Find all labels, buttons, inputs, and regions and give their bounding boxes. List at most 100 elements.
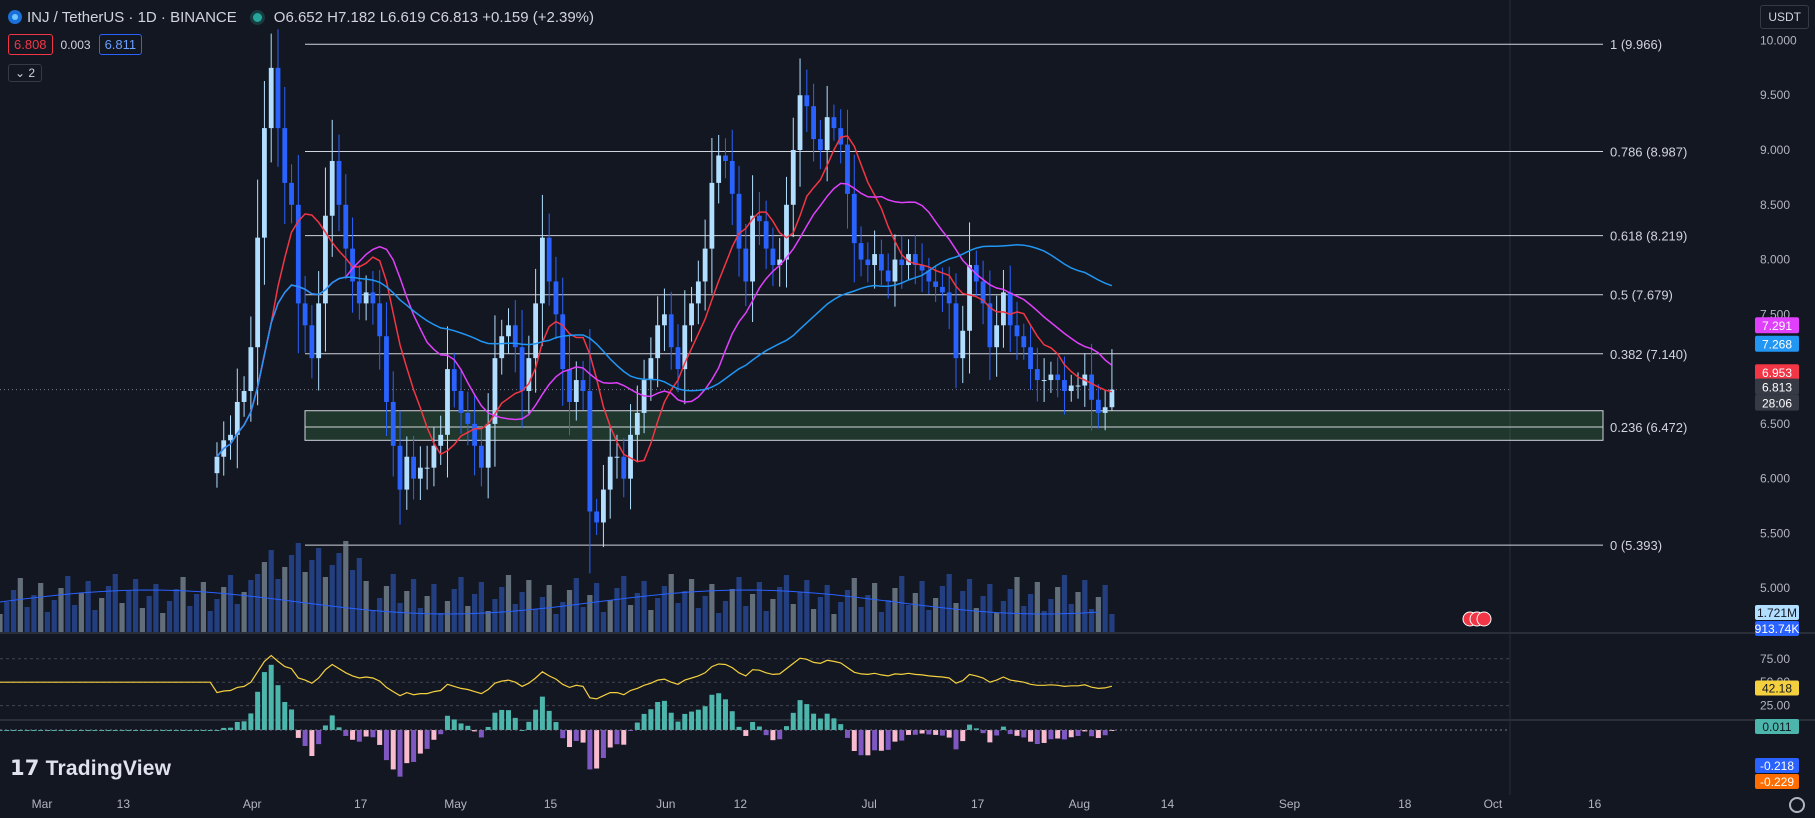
- macd-bar: [878, 730, 884, 751]
- volume-bar: [946, 574, 952, 632]
- macd-bar: [560, 730, 566, 739]
- moving-average-line: [216, 244, 1113, 458]
- candle-body: [478, 445, 484, 468]
- candle-body: [702, 248, 708, 282]
- candle-body: [519, 347, 525, 392]
- volume-bar: [444, 601, 451, 632]
- candle-body: [458, 391, 464, 413]
- volume-bar: [933, 598, 939, 632]
- price-label-text: 6.953: [1762, 366, 1792, 380]
- price-axis-tick: 6.500: [1760, 417, 1790, 431]
- volume-bar: [431, 584, 437, 632]
- macd-bar: [377, 730, 383, 745]
- volume-bar: [146, 596, 152, 632]
- volume-bar: [566, 590, 573, 632]
- volume-bar: [729, 589, 735, 632]
- macd-bar: [770, 730, 776, 741]
- candle-body: [316, 303, 322, 359]
- candle-body: [912, 254, 918, 266]
- volume-bar: [709, 584, 715, 632]
- indicator-value-badge: [1755, 774, 1799, 789]
- price-axis-tick: 10.000: [1760, 33, 1797, 47]
- candle-body: [655, 325, 661, 359]
- macd-bar: [478, 730, 484, 738]
- volume-bar: [1075, 592, 1081, 632]
- candle-body: [275, 67, 281, 129]
- time-axis-tick: Oct: [1484, 797, 1503, 811]
- candle-body: [553, 281, 559, 315]
- macd-bar: [1061, 730, 1067, 740]
- candle-body: [953, 303, 959, 359]
- macd-bar: [587, 730, 593, 770]
- volume-bar: [919, 581, 925, 632]
- macd-bar: [899, 730, 905, 741]
- candle-body: [1095, 399, 1101, 413]
- volume-bar: [1088, 609, 1095, 632]
- candle-body: [919, 265, 925, 271]
- volume-bar: [288, 555, 295, 632]
- gear-icon[interactable]: [1789, 797, 1805, 813]
- candle-body: [817, 139, 823, 151]
- macd-bar: [906, 730, 912, 735]
- candle-body: [784, 204, 789, 260]
- macd-bar: [1068, 730, 1074, 738]
- indicators-collapse-button[interactable]: ⌄ 2: [8, 64, 43, 82]
- volume-bar: [512, 604, 518, 632]
- time-axis-tick: May: [444, 797, 467, 811]
- volume-bar: [634, 593, 640, 632]
- candle-body: [573, 380, 579, 402]
- macd-bar: [44, 730, 50, 731]
- volume-bar: [912, 593, 918, 632]
- candle-body: [302, 303, 308, 326]
- time-axis-tick: Jun: [656, 797, 675, 811]
- candle-body: [689, 303, 694, 326]
- tradingview-logo[interactable]: 𝟭𝟳 TradingView: [10, 756, 171, 781]
- symbol-title[interactable]: INJ / TetherUS · 1D · BINANCE: [27, 8, 237, 26]
- indicator-value-badge: [1755, 621, 1799, 636]
- price-label-badge: [1755, 317, 1799, 334]
- indicator-value-badge: [1755, 680, 1799, 696]
- candle-body: [831, 117, 837, 129]
- macd-bar: [24, 730, 30, 731]
- macd-bar: [1014, 730, 1020, 736]
- volume-bar: [200, 582, 206, 632]
- volume-bar: [614, 588, 620, 632]
- currency-button[interactable]: USDT: [1760, 5, 1809, 29]
- fib-level-label: 0.786 (8.987): [1610, 144, 1687, 159]
- candle-body: [404, 456, 410, 490]
- time-axis-tick: 15: [544, 797, 558, 811]
- macd-bar: [1028, 730, 1034, 742]
- volume-bar: [648, 610, 654, 632]
- volume-bar: [105, 586, 112, 632]
- volume-bar: [688, 579, 695, 632]
- fib-level-label: 0.382 (7.140): [1610, 347, 1687, 362]
- volume-bar: [560, 602, 566, 632]
- macd-bar: [1048, 730, 1054, 740]
- volume-bar: [207, 611, 213, 632]
- candle-body: [1034, 369, 1040, 381]
- macd-bar: [404, 730, 410, 764]
- volume-bar: [987, 584, 993, 632]
- candle-body: [723, 155, 728, 161]
- candle-body: [451, 369, 457, 392]
- volume-bar: [227, 575, 234, 632]
- macd-bar: [675, 721, 681, 730]
- candle-body: [906, 254, 911, 266]
- volume-bar: [1109, 614, 1115, 632]
- tradingview-mark-icon: 𝟭𝟳: [10, 757, 40, 780]
- macd-bar: [282, 702, 288, 730]
- candle-body: [560, 314, 566, 370]
- buy-button[interactable]: 6.811: [98, 34, 143, 55]
- candle-body: [465, 412, 471, 424]
- macd-bar: [621, 730, 627, 745]
- macd-bar: [933, 730, 939, 735]
- volume-bar: [404, 591, 410, 632]
- volume-bar: [1082, 580, 1088, 632]
- candle-body: [607, 456, 613, 490]
- indicator-value-badge: [1755, 719, 1799, 734]
- volume-bar: [377, 598, 383, 632]
- sell-button[interactable]: 6.808: [8, 34, 53, 55]
- candle-body: [329, 160, 335, 216]
- time-axis-tick: 16: [1588, 797, 1602, 811]
